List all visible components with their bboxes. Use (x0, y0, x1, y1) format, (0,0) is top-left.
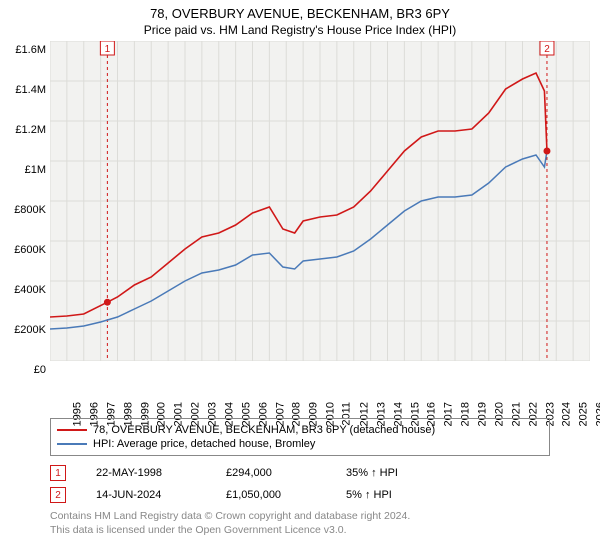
x-tick-label: 2025 (578, 402, 590, 426)
marker-table: 1 22-MAY-1998 £294,000 35% ↑ HPI 2 14-JUN-202… (50, 462, 550, 506)
marker-number-box: 1 (50, 465, 66, 481)
y-tick-label: £1.6M (15, 44, 46, 56)
x-tick-label: 2026 (595, 402, 600, 426)
footer-line-2: This data is licensed under the Open Gov… (50, 524, 560, 538)
marker-row: 2 14-JUN-2024 £1,050,000 5% ↑ HPI (50, 484, 550, 506)
y-tick-label: £800K (14, 204, 46, 216)
legend-swatch (57, 429, 87, 431)
page-title: 78, OVERBURY AVENUE, BECKENHAM, BR3 6PY (0, 0, 600, 21)
marker-pct: 5% ↑ HPI (346, 489, 392, 501)
y-tick-label: £600K (14, 244, 46, 256)
svg-text:1: 1 (105, 44, 111, 55)
y-tick-label: £1M (25, 164, 46, 176)
x-tick-label: 2024 (561, 402, 573, 426)
y-tick-label: £200K (14, 324, 46, 336)
page-subtitle: Price paid vs. HM Land Registry's House … (0, 21, 600, 41)
price-chart: 12 (50, 41, 590, 361)
marker-date: 14-JUN-2024 (96, 489, 196, 501)
marker-price: £1,050,000 (226, 489, 316, 501)
legend-label: 78, OVERBURY AVENUE, BECKENHAM, BR3 6PY … (93, 424, 435, 436)
marker-number-box: 2 (50, 487, 66, 503)
legend-box: 78, OVERBURY AVENUE, BECKENHAM, BR3 6PY … (50, 418, 550, 456)
y-axis-labels: £0£200K£400K£600K£800K£1M£1.2M£1.4M£1.6M (0, 50, 48, 370)
y-tick-label: £1.2M (15, 124, 46, 136)
legend-item: 78, OVERBURY AVENUE, BECKENHAM, BR3 6PY … (57, 423, 543, 437)
y-tick-label: £1.4M (15, 84, 46, 96)
legend-label: HPI: Average price, detached house, Brom… (93, 438, 315, 450)
svg-text:2: 2 (544, 44, 550, 55)
marker-date: 22-MAY-1998 (96, 467, 196, 479)
footer-line-1: Contains HM Land Registry data © Crown c… (50, 510, 560, 524)
marker-row: 1 22-MAY-1998 £294,000 35% ↑ HPI (50, 462, 550, 484)
footer-text: Contains HM Land Registry data © Crown c… (50, 510, 560, 537)
legend-item: HPI: Average price, detached house, Brom… (57, 437, 543, 451)
y-tick-label: £0 (34, 364, 46, 376)
marker-pct: 35% ↑ HPI (346, 467, 398, 479)
legend-swatch (57, 443, 87, 445)
x-axis-labels: 1995199619971998199920002001200220032004… (50, 372, 590, 422)
marker-price: £294,000 (226, 467, 316, 479)
chart-area: 12 (50, 41, 590, 361)
y-tick-label: £400K (14, 284, 46, 296)
